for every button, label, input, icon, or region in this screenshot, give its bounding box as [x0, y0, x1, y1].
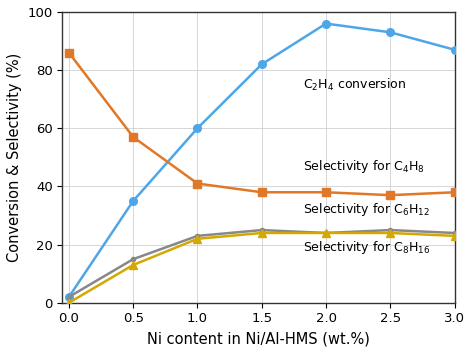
Text: C$_2$H$_4$ conversion: C$_2$H$_4$ conversion: [303, 77, 406, 94]
Text: Selectivity for C$_8$H$_{16}$: Selectivity for C$_8$H$_{16}$: [303, 239, 430, 256]
Text: Selectivity for C$_4$H$_8$: Selectivity for C$_4$H$_8$: [303, 158, 424, 175]
X-axis label: Ni content in Ni/Al-HMS (wt.%): Ni content in Ni/Al-HMS (wt.%): [147, 331, 370, 346]
Y-axis label: Conversion & Selectivity (%): Conversion & Selectivity (%): [7, 53, 22, 262]
Text: Selectivity for C$_6$H$_{12}$: Selectivity for C$_6$H$_{12}$: [303, 202, 430, 219]
